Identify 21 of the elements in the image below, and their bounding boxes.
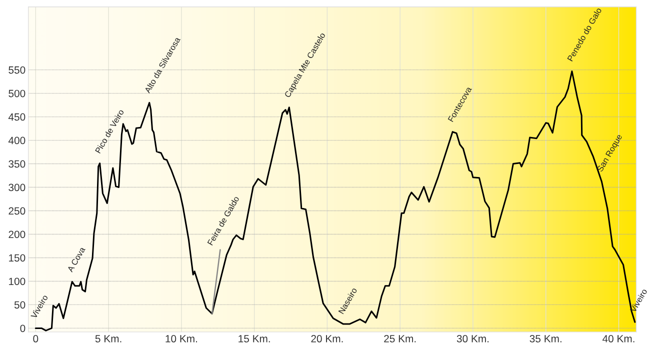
y-tick-label: 100 <box>9 278 26 286</box>
y-tick-label: 250 <box>8 207 26 215</box>
y-tick-label: 350 <box>8 160 26 168</box>
y-tick-label: 500 <box>8 90 26 98</box>
x-tick-label: 30 Km. <box>456 335 489 342</box>
x-tick-label: 5 Km. <box>95 335 122 342</box>
y-tick-label: 0 <box>20 324 26 332</box>
x-tick-label: 35 Km. <box>530 335 562 342</box>
y-tick-label: 200 <box>8 230 26 238</box>
x-tick-label: 15 Km. <box>238 335 270 342</box>
x-tick-label: 20 Km. <box>311 335 343 342</box>
x-tick-label: 25 Km. <box>384 335 416 342</box>
y-tick-label: 150 <box>9 254 26 262</box>
x-tick-label: 10 Km. <box>166 335 197 342</box>
y-tick-label: 50 <box>14 301 26 309</box>
x-tick-label: 40 Km. <box>602 335 634 342</box>
y-tick-label: 550 <box>8 66 26 74</box>
x-tick-label: 0 <box>33 335 38 342</box>
y-tick-label: 300 <box>8 184 26 192</box>
y-tick-label: 400 <box>8 136 26 144</box>
y-tick-label: 450 <box>8 113 26 121</box>
